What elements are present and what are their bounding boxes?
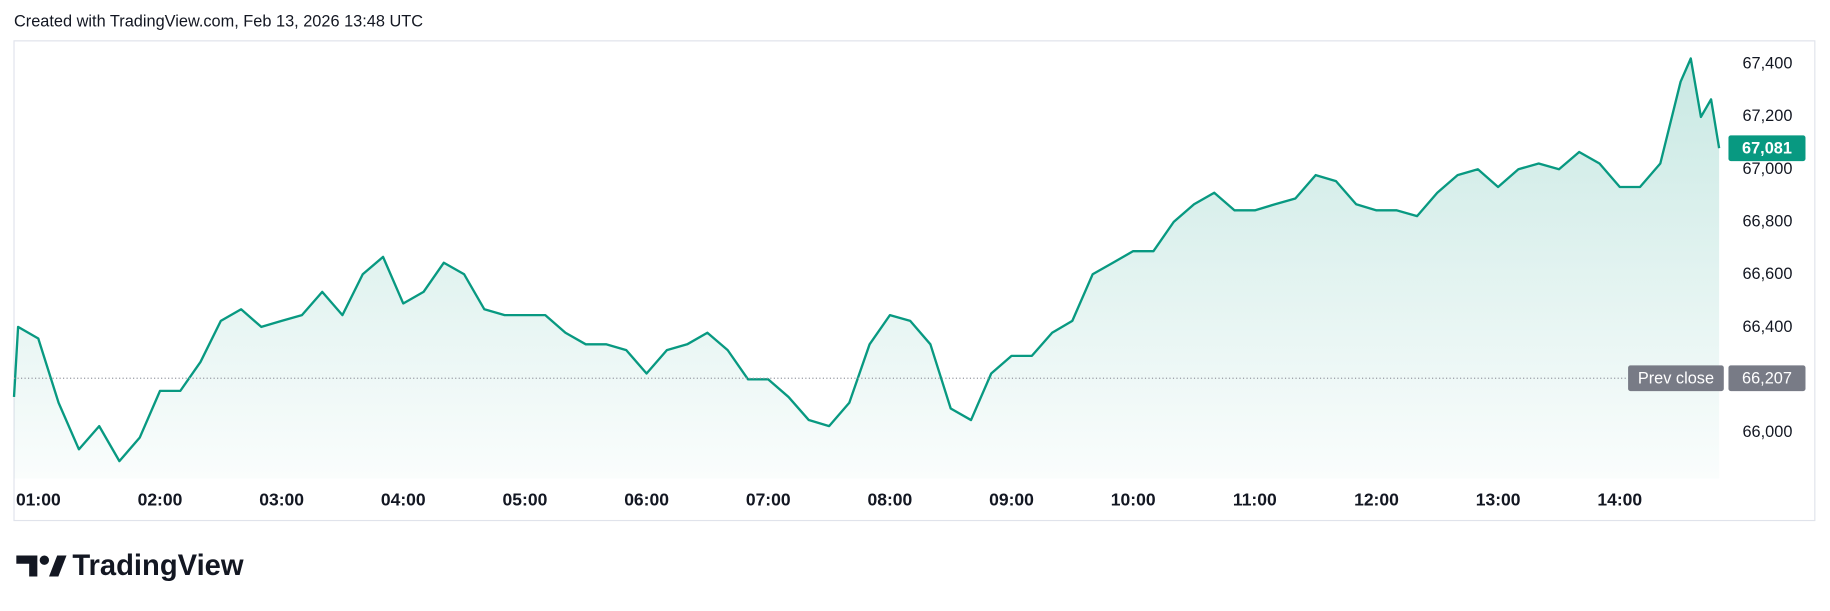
prev-close-tag (1628, 365, 1724, 392)
prev-close-value-tag (1728, 365, 1806, 392)
x-tick-label: 12:00 (1354, 489, 1399, 509)
y-tick-label: 66,400 (1742, 318, 1792, 336)
y-tick-label: 66,800 (1742, 213, 1792, 231)
x-tick-label: 07:00 (746, 489, 791, 509)
brand: TradingView (72, 550, 244, 582)
prev-close-name: Prev close (1638, 370, 1714, 388)
x-tick-label: 14:00 (1597, 489, 1642, 509)
x-tick-label: 02:00 (138, 489, 183, 509)
x-tick-label: 05:00 (503, 489, 548, 509)
last-price-label: 67,081 (1742, 140, 1792, 158)
area (14, 58, 1720, 479)
logo-icon (16, 555, 38, 577)
y-tick-label: 67,000 (1742, 160, 1792, 178)
header: Created with TradingView.com, Feb 13, 20… (14, 13, 423, 31)
plot: 66,00066,20066,40066,60066,80067,00067,2… (12, 55, 1806, 509)
prev-close-value: 66,207 (1742, 370, 1792, 388)
x-tick-label: 01:00 (16, 489, 61, 509)
y-tick-label: 66,000 (1742, 423, 1792, 441)
price-line (12, 57, 1721, 463)
x-tick-label: 06:00 (624, 489, 669, 509)
x-tick-label: 08:00 (867, 489, 912, 509)
x-tick-label: 03:00 (259, 489, 304, 509)
x-tick-label: 04:00 (381, 489, 426, 509)
y-tick-label: 67,200 (1742, 107, 1792, 125)
x-tick-label: 10:00 (1111, 489, 1156, 509)
logo-icon (49, 555, 67, 577)
y-tick-label: 66,600 (1742, 265, 1792, 283)
last-price-tag (1728, 135, 1806, 162)
x-tick-label: 11:00 (1233, 489, 1277, 509)
x-tick-label: 09:00 (989, 489, 1034, 509)
x-tick-label: 13:00 (1476, 489, 1521, 509)
chart-frame (13, 40, 1816, 522)
y-tick-label: 67,400 (1742, 55, 1792, 73)
logo: TradingView (16, 550, 244, 582)
logo-icon (39, 555, 50, 565)
